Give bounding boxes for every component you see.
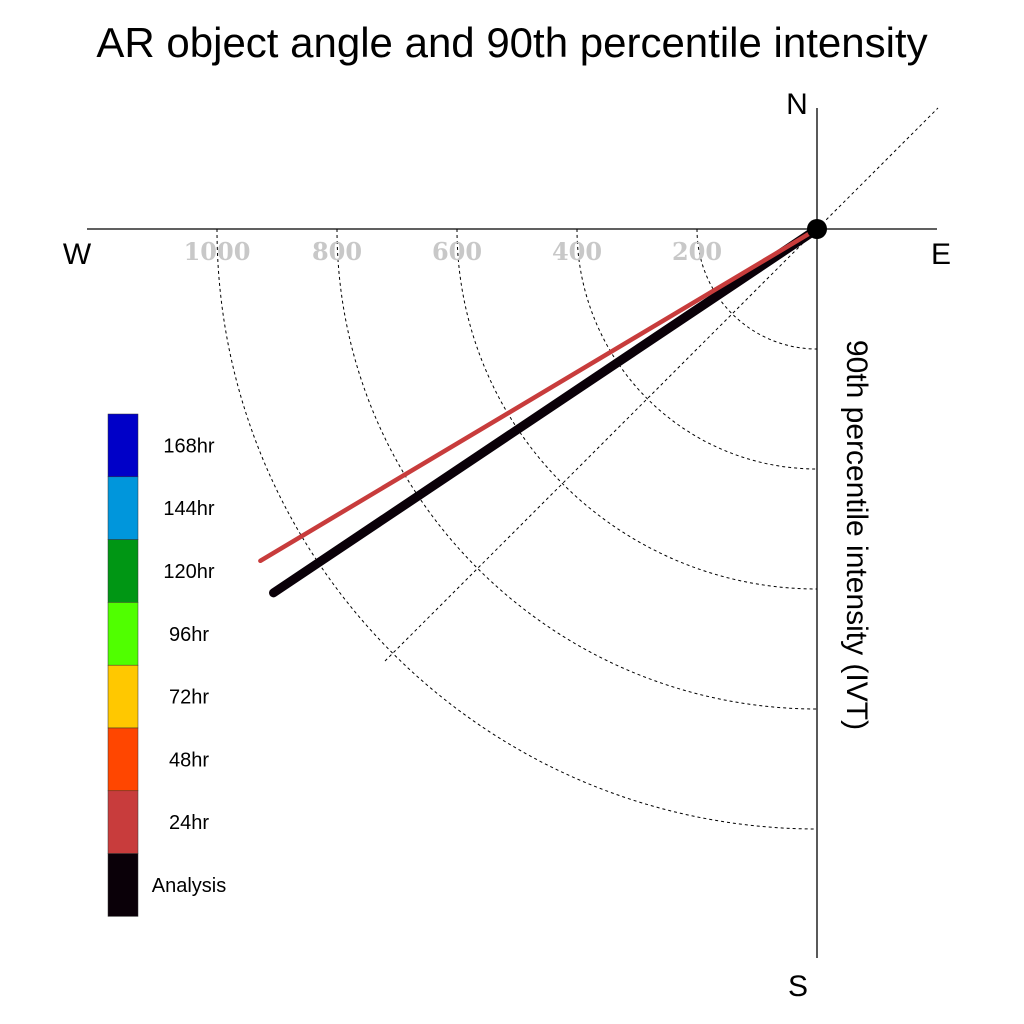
compass-axes: [87, 108, 937, 958]
legend-swatch-analysis: [107, 853, 139, 917]
vector-series: [258, 219, 827, 598]
legend-swatch-48hr: [107, 727, 139, 792]
series-vector-analysis: [269, 224, 822, 598]
legend-swatch-24hr: [107, 790, 139, 854]
legend-swatch-168hr: [107, 413, 139, 478]
tick-label-400: 400: [552, 237, 602, 266]
legend: 168hr 144hr 120hr 96hr 72hr 48hr 24hr Analysis: [107, 413, 226, 917]
chart-title: AR object angle and 90th percentile inte…: [96, 19, 927, 66]
legend-swatch-96hr: [107, 602, 139, 666]
compass-north-label: N: [786, 88, 808, 121]
compass-south-label: S: [788, 970, 808, 1003]
compass-west-label: W: [63, 238, 92, 271]
legend-label-24hr: 24hr: [169, 812, 209, 834]
tick-label-200: 200: [672, 237, 722, 266]
legend-swatch-144hr: [107, 476, 139, 540]
polar-grid: [216, 107, 939, 830]
legend-label-72hr: 72hr: [169, 687, 209, 709]
grid-arc-200: [696, 228, 818, 350]
tick-label-800: 800: [312, 237, 362, 266]
legend-label-48hr: 48hr: [169, 749, 209, 771]
legend-label-analysis: Analysis: [152, 875, 226, 897]
origin-marker: [807, 219, 827, 239]
tick-label-1000: 1000: [184, 237, 251, 266]
radial-tick-labels: 200 400 600 800 1000: [184, 237, 722, 266]
legend-swatch-120hr: [107, 539, 139, 603]
legend-label-120hr: 120hr: [163, 561, 214, 583]
grid-arc-600: [456, 228, 818, 590]
tick-label-600: 600: [432, 237, 482, 266]
legend-label-96hr: 96hr: [169, 624, 209, 646]
grid-arc-400: [576, 228, 818, 470]
legend-label-168hr: 168hr: [163, 435, 214, 457]
legend-label-144hr: 144hr: [163, 498, 214, 520]
grid-arc-1000: [216, 228, 818, 830]
legend-swatch-72hr: [107, 664, 139, 729]
diagonal-reference-line: [384, 107, 939, 662]
y-axis-label: 90th percentile intensity (IVT): [840, 340, 873, 730]
compass-east-label: E: [931, 238, 951, 271]
series-vector-24hr: [258, 226, 820, 564]
